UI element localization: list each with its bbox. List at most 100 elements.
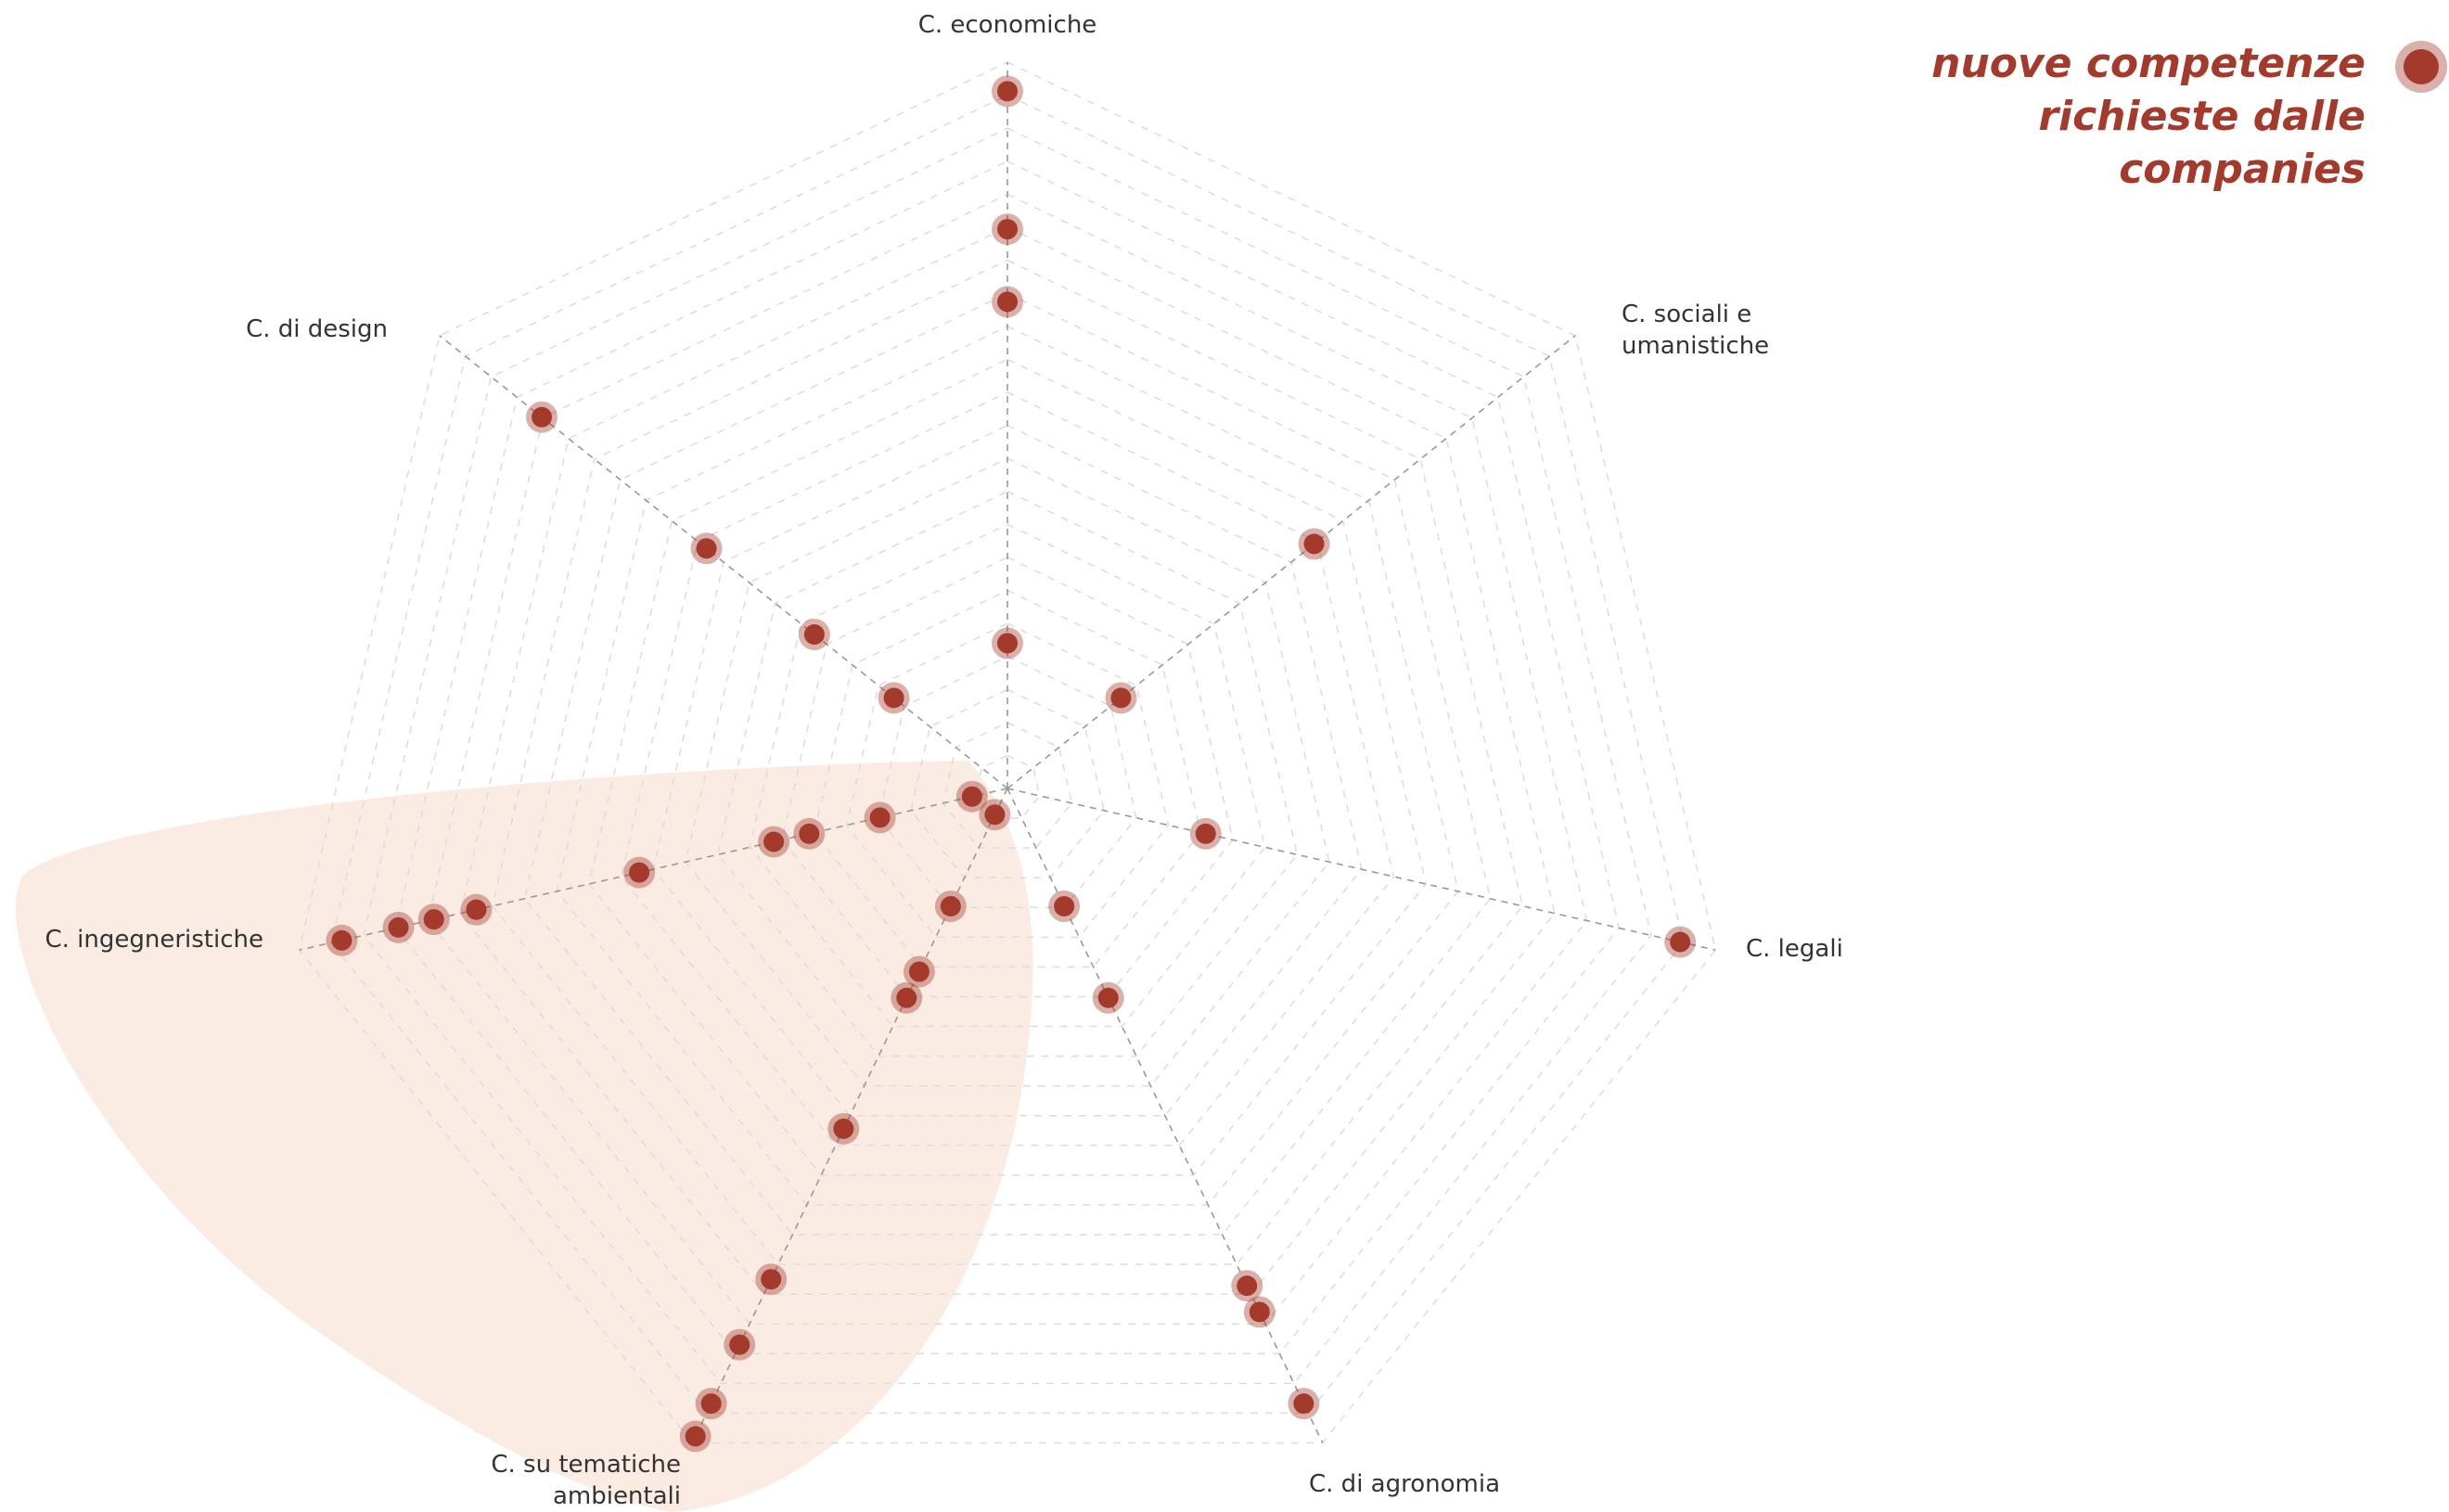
data-point [679, 1420, 712, 1453]
axis-label: C. di design [246, 315, 388, 343]
point-shape [532, 406, 553, 428]
point-shape [700, 1393, 722, 1415]
data-point [992, 213, 1023, 246]
grid-ring [716, 490, 1299, 1057]
data-point [526, 401, 558, 433]
point-shape [1195, 823, 1216, 844]
grid-ring [910, 688, 1105, 878]
data-point [460, 893, 493, 926]
point-shape [803, 624, 825, 646]
point-shape [629, 862, 650, 883]
axis-label: C. sociali e umanistiche [1622, 301, 1770, 360]
data-point [1231, 1270, 1263, 1302]
point-shape [763, 831, 785, 852]
grid-ring [878, 655, 1137, 909]
point-shape [685, 1426, 706, 1447]
axis-line [439, 335, 1008, 789]
data-point [798, 619, 830, 651]
point-shape [1249, 1301, 1270, 1323]
grid-ring [492, 259, 1523, 1265]
legend-marker [2404, 49, 2439, 84]
axis-line [1007, 335, 1576, 789]
grid-ring [974, 754, 1041, 819]
grid-ring [781, 557, 1234, 998]
point-shape [984, 804, 1006, 826]
data-point [417, 903, 450, 936]
grid-ring [588, 358, 1427, 1176]
data-point [992, 627, 1023, 660]
data-point [623, 856, 656, 889]
point-shape [896, 987, 917, 1008]
point-shape [696, 538, 717, 559]
data-point [1243, 1296, 1276, 1328]
data-point [690, 532, 723, 565]
data-point [755, 1263, 788, 1296]
data-point [1105, 682, 1137, 714]
data-point [827, 1112, 860, 1145]
data-point [992, 286, 1023, 318]
grid-ring [523, 292, 1492, 1236]
axis-label: C. su tematiche ambientali [491, 1451, 681, 1510]
point-shape [833, 1118, 854, 1139]
highlight-area [16, 761, 1033, 1512]
grid-ring [749, 523, 1266, 1028]
data-point [992, 75, 1023, 108]
data-point [793, 817, 826, 850]
point-shape [1097, 987, 1119, 1008]
legend-label: nuove competenze richieste dalle compani… [1931, 40, 2366, 193]
point-shape [869, 807, 891, 828]
point-shape [423, 909, 444, 930]
data-point [864, 801, 896, 834]
data-point [903, 955, 935, 988]
data-point [891, 981, 923, 1014]
point-shape [997, 81, 1018, 102]
grid-ring [363, 127, 1652, 1385]
data-point [1298, 528, 1330, 560]
grid-ring [459, 226, 1556, 1295]
data-point [326, 924, 358, 956]
point-shape [1293, 1393, 1314, 1415]
data-point [1664, 926, 1697, 958]
point-shape [1110, 687, 1132, 709]
data-point [1288, 1388, 1320, 1420]
point-shape [799, 823, 820, 844]
data-point [758, 826, 790, 858]
point-shape [908, 961, 930, 982]
axis-label: C. ingegneristiche [45, 926, 263, 954]
axis-label: C. legali [1746, 935, 1843, 963]
point-shape [997, 291, 1018, 313]
point-shape [940, 895, 961, 916]
grid-ring [652, 424, 1363, 1117]
data-point [1092, 981, 1124, 1014]
point-shape [1054, 895, 1075, 916]
point-shape [1670, 931, 1691, 953]
axis-label: C. economiche [917, 11, 1097, 39]
point-shape [1303, 533, 1325, 555]
grid-ring [845, 622, 1170, 939]
axis-label: C. di agronomia [1309, 1470, 1501, 1498]
point-shape [997, 633, 1018, 654]
point-shape [961, 786, 982, 807]
data-point [695, 1388, 727, 1420]
point-shape [761, 1269, 782, 1290]
point-shape [997, 219, 1018, 240]
point-shape [883, 687, 904, 709]
grid-ring [394, 160, 1621, 1355]
point-shape [466, 899, 487, 920]
data-point [1189, 817, 1222, 850]
data-point [878, 682, 910, 714]
data-point [955, 780, 988, 813]
point-shape [1237, 1275, 1258, 1297]
axis-line [1007, 788, 1716, 952]
data-point [382, 911, 415, 943]
point-shape [331, 929, 353, 951]
data-point [724, 1328, 756, 1361]
point-shape [729, 1334, 750, 1355]
grid-ring [620, 391, 1395, 1147]
data-point [1048, 890, 1081, 922]
grid-ring [330, 94, 1685, 1415]
data-point [979, 799, 1011, 831]
data-point [934, 890, 967, 922]
